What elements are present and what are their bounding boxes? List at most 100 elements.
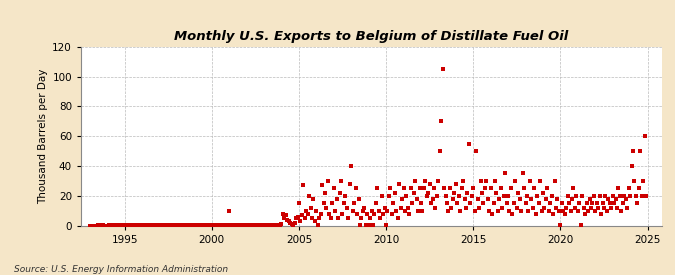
Point: [512, 205, 522, 210]
Point: [401, 194, 412, 198]
Point: [619, 194, 630, 198]
Point: [207, 222, 217, 227]
Point: [470, 149, 481, 153]
Point: [382, 208, 393, 213]
Point: [141, 222, 152, 227]
Point: [333, 216, 344, 220]
Point: [547, 211, 558, 216]
Y-axis label: Thousand Barrels per Day: Thousand Barrels per Day: [38, 68, 48, 204]
Point: [638, 179, 649, 183]
Point: [517, 171, 528, 175]
Point: [212, 222, 223, 227]
Point: [259, 222, 269, 227]
Point: [601, 208, 612, 213]
Point: [462, 191, 473, 195]
Point: [542, 186, 553, 191]
Point: [163, 222, 173, 227]
Point: [101, 223, 111, 228]
Point: [353, 196, 364, 201]
Point: [620, 196, 631, 201]
Point: [504, 208, 515, 213]
Point: [320, 191, 331, 195]
Text: Source: U.S. Energy Information Administration: Source: U.S. Energy Information Administ…: [14, 265, 227, 274]
Point: [414, 186, 425, 191]
Point: [455, 208, 466, 213]
Point: [242, 222, 253, 227]
Point: [416, 201, 427, 205]
Point: [335, 179, 346, 183]
Point: [356, 216, 367, 220]
Point: [392, 216, 403, 220]
Point: [170, 222, 181, 227]
Point: [420, 179, 431, 183]
Point: [622, 205, 632, 210]
Point: [231, 222, 242, 227]
Point: [215, 222, 226, 227]
Point: [630, 194, 641, 198]
Point: [410, 179, 421, 183]
Point: [126, 222, 137, 227]
Point: [600, 194, 611, 198]
Point: [103, 222, 114, 227]
Point: [260, 222, 271, 227]
Point: [436, 119, 447, 123]
Point: [364, 216, 375, 220]
Point: [546, 194, 557, 198]
Point: [182, 222, 192, 227]
Point: [425, 182, 435, 186]
Point: [421, 194, 432, 198]
Point: [84, 223, 95, 228]
Point: [412, 208, 423, 213]
Point: [166, 222, 177, 227]
Point: [532, 194, 543, 198]
Point: [254, 222, 265, 227]
Point: [350, 186, 361, 191]
Point: [372, 186, 383, 191]
Point: [225, 222, 236, 227]
Point: [140, 222, 151, 227]
Point: [456, 186, 467, 191]
Point: [556, 201, 567, 205]
Point: [269, 222, 279, 227]
Point: [450, 182, 461, 186]
Point: [244, 222, 255, 227]
Point: [434, 149, 445, 153]
Point: [590, 208, 601, 213]
Point: [639, 134, 650, 138]
Point: [514, 196, 525, 201]
Point: [199, 222, 210, 227]
Point: [381, 222, 392, 227]
Point: [632, 201, 643, 205]
Point: [483, 196, 493, 201]
Point: [477, 191, 487, 195]
Point: [484, 208, 495, 213]
Point: [173, 222, 184, 227]
Point: [257, 222, 268, 227]
Point: [146, 222, 157, 227]
Point: [500, 171, 510, 175]
Point: [551, 205, 562, 210]
Point: [208, 222, 219, 227]
Point: [305, 205, 316, 210]
Point: [153, 222, 163, 227]
Point: [488, 201, 499, 205]
Point: [238, 222, 249, 227]
Point: [134, 222, 144, 227]
Point: [344, 182, 355, 186]
Point: [608, 194, 618, 198]
Point: [595, 211, 606, 216]
Point: [520, 201, 531, 205]
Point: [609, 201, 620, 205]
Point: [211, 222, 221, 227]
Point: [144, 222, 155, 227]
Point: [481, 179, 491, 183]
Point: [575, 222, 586, 227]
Point: [430, 205, 441, 210]
Point: [615, 194, 626, 198]
Point: [533, 201, 544, 205]
Point: [369, 211, 380, 216]
Point: [116, 222, 127, 227]
Point: [284, 219, 294, 223]
Point: [346, 164, 356, 168]
Point: [280, 213, 291, 217]
